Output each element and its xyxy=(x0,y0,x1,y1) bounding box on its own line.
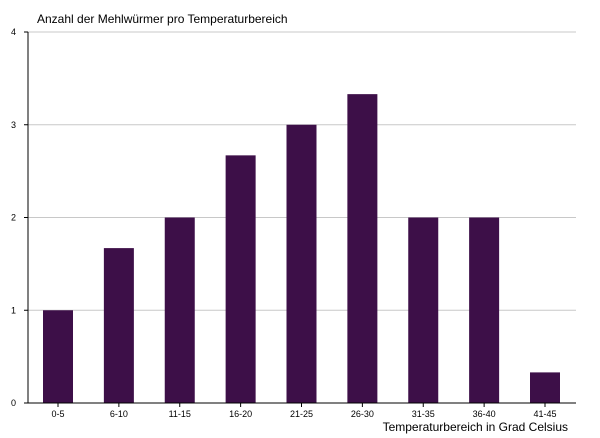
x-tick-label-26-30: 26-30 xyxy=(351,409,374,419)
y-tick-label-1: 1 xyxy=(11,305,16,315)
y-tick-labels: 0 1 2 3 4 xyxy=(11,27,28,408)
bar-36-40 xyxy=(469,217,500,403)
x-tick-label-21-25: 21-25 xyxy=(290,409,313,419)
bars xyxy=(43,94,560,403)
y-tick-label-0: 0 xyxy=(11,398,16,408)
y-axis-label: Anzahl der Mehlwürmer pro Temperaturbere… xyxy=(37,12,288,26)
y-tick-label-4: 4 xyxy=(11,27,16,37)
x-tick-label-0-5: 0-5 xyxy=(51,409,64,419)
bar-0-5 xyxy=(43,310,73,403)
x-axis-label: Temperaturbereich in Grad Celsius xyxy=(383,420,568,434)
bar-21-25 xyxy=(286,124,317,403)
x-tick-label-11-15: 11-15 xyxy=(169,409,191,419)
bar-31-35 xyxy=(408,217,439,403)
x-tick-label-6-10: 6-10 xyxy=(110,409,128,419)
bar-6-10 xyxy=(103,248,134,403)
x-tick-label-41-45: 41-45 xyxy=(533,409,556,419)
x-tick-labels: 0-5 6-10 11-15 16-20 21-25 26-30 31-35 36-40 41-… xyxy=(51,403,557,419)
bar-11-15 xyxy=(164,217,195,403)
bar-16-20 xyxy=(225,155,256,403)
x-tick-label-36-40: 36-40 xyxy=(473,409,496,419)
y-tick-label-3: 3 xyxy=(11,120,16,130)
x-tick-label-31-35: 31-35 xyxy=(412,409,435,419)
bar-41-45 xyxy=(530,372,560,403)
x-tick-label-16-20: 16-20 xyxy=(229,409,252,419)
y-tick-label-2: 2 xyxy=(11,213,16,223)
bar-26-30 xyxy=(347,94,378,403)
